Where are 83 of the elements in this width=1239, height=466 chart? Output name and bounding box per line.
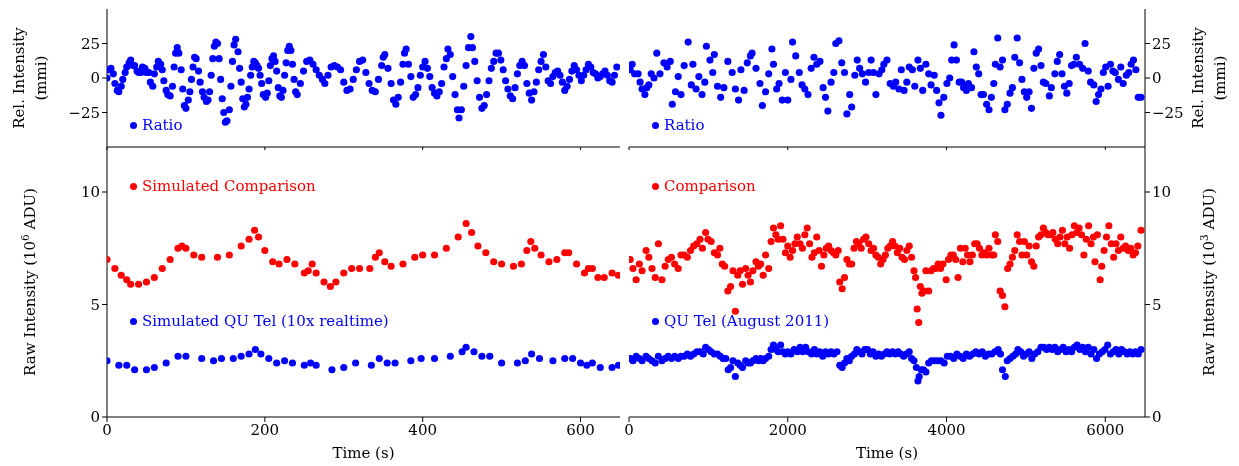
- x-tick-label: 6000: [1086, 420, 1125, 439]
- point: [576, 359, 585, 367]
- y-axis-title: Rel. Intensity (mmi): [10, 26, 50, 129]
- point: [174, 352, 182, 360]
- point: [328, 366, 336, 374]
- y2-tick-label: −25: [1152, 103, 1184, 122]
- y2-tick-label: 5: [1152, 295, 1162, 314]
- point: [561, 354, 569, 363]
- point: [281, 357, 289, 365]
- point: [521, 357, 529, 365]
- point: [288, 359, 297, 367]
- y-tick-label: 0: [90, 69, 100, 88]
- point: [417, 354, 425, 363]
- point: [209, 357, 218, 365]
- legend-label: Simulated QU Tel (10x realtime): [142, 312, 389, 330]
- y2-tick-label: 0: [1152, 69, 1162, 88]
- point: [513, 359, 521, 367]
- point: [535, 354, 544, 363]
- point: [569, 354, 577, 363]
- x-tick-label: 400: [408, 420, 438, 439]
- y2-axis-title: Rel. Intensity (mmi): [1189, 26, 1229, 129]
- point: [430, 354, 439, 363]
- point: [375, 354, 383, 363]
- y2-tick-label: 25: [1152, 34, 1172, 53]
- y-tick-label: −25: [68, 103, 100, 122]
- point: [596, 363, 604, 372]
- point: [608, 363, 616, 372]
- y-tick-label: 10: [80, 183, 100, 202]
- y2-tick-label: 10: [1152, 183, 1172, 202]
- point: [446, 352, 454, 360]
- point: [462, 343, 470, 351]
- point: [251, 345, 259, 354]
- point: [470, 348, 478, 356]
- point: [257, 350, 265, 358]
- point: [237, 352, 245, 360]
- point: [588, 359, 596, 367]
- point: [123, 361, 131, 369]
- point: [229, 354, 237, 363]
- point: [300, 361, 308, 369]
- point: [391, 359, 399, 367]
- point: [115, 361, 123, 369]
- legend-label: Ratio: [664, 116, 705, 134]
- point: [265, 354, 273, 363]
- legend-label: Ratio: [142, 116, 183, 134]
- x-tick-label: 200: [250, 420, 280, 439]
- x-tick-label: 600: [566, 420, 595, 439]
- point: [486, 352, 494, 360]
- point: [131, 366, 139, 374]
- point: [458, 348, 466, 356]
- y2-tick-label: 0: [1152, 408, 1162, 427]
- point: [614, 361, 620, 369]
- point: [478, 352, 486, 360]
- x-tick-label: 0: [102, 420, 112, 439]
- point: [367, 361, 375, 369]
- x-tick-label: 0: [624, 420, 634, 439]
- x-axis-title: Time (s): [855, 444, 919, 462]
- point: [407, 357, 415, 365]
- point: [217, 354, 226, 363]
- legend-label: QU Tel (August 2011): [664, 312, 830, 330]
- y-tick-label: 25: [80, 34, 100, 53]
- x-axis-title: Time (s): [332, 444, 395, 462]
- legend-label: Simulated Comparison: [142, 177, 316, 195]
- point: [307, 359, 315, 367]
- point: [150, 363, 158, 372]
- point: [352, 359, 360, 367]
- x-tick-label: 2000: [768, 420, 807, 439]
- point: [312, 361, 320, 369]
- y-tick-label: 5: [90, 295, 100, 314]
- point: [498, 359, 506, 367]
- point: [528, 350, 536, 358]
- point: [549, 357, 557, 365]
- point: [162, 359, 170, 367]
- x-tick-label: 4000: [927, 420, 966, 439]
- point: [340, 363, 348, 372]
- y-tick-label: 0: [90, 408, 100, 427]
- legend-label: Comparison: [664, 177, 756, 195]
- point: [198, 354, 206, 363]
- point: [583, 361, 591, 369]
- point: [273, 359, 281, 367]
- point: [182, 352, 190, 360]
- point: [383, 359, 391, 367]
- point: [142, 366, 151, 374]
- point: [245, 350, 253, 358]
